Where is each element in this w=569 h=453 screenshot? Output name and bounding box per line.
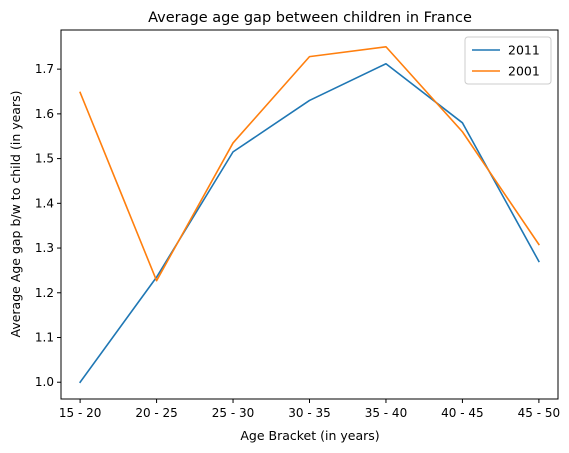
x-tick-label: 30 - 35 [288,406,331,420]
x-tick-label: 15 - 20 [59,406,102,420]
y-tick-label: 1.6 [35,107,54,121]
x-tick-label: 45 - 50 [518,406,561,420]
x-tick-label: 20 - 25 [135,406,178,420]
y-axis-label: Average Age gap b/w to child (in years) [8,91,23,338]
y-tick-label: 1.1 [35,331,54,345]
series-line-2011 [79,62,540,384]
chart-title: Average age gap between children in Fran… [148,10,472,26]
x-tick-label: 25 - 30 [212,406,255,420]
y-tick-label: 1.5 [35,152,54,166]
y-tick-label: 1.2 [35,286,54,300]
series-layer [79,45,540,384]
plot-frame [60,29,559,400]
x-tick-label: 35 - 40 [365,406,408,420]
series-line-2001 [79,45,540,282]
legend-box [464,36,552,85]
x-axis-label: Age Bracket (in years) [240,428,379,443]
legend-label-2011: 2011 [508,43,540,58]
plot-area [60,29,559,400]
y-axis: 1.0 1.1 1.2 1.3 1.4 1.5 1.6 1.7 [35,62,61,389]
y-tick-label: 1.0 [35,375,54,389]
legend: 2011 2001 [464,36,552,85]
y-tick-label: 1.3 [35,241,54,255]
x-tick-label: 40 - 45 [441,406,484,420]
y-tick-label: 1.7 [35,62,54,76]
y-tick-label: 1.4 [35,196,54,210]
legend-label-2001: 2001 [508,64,540,79]
x-axis: 15 - 20 20 - 25 25 - 30 30 - 35 35 - 40 40 - … [59,399,560,420]
